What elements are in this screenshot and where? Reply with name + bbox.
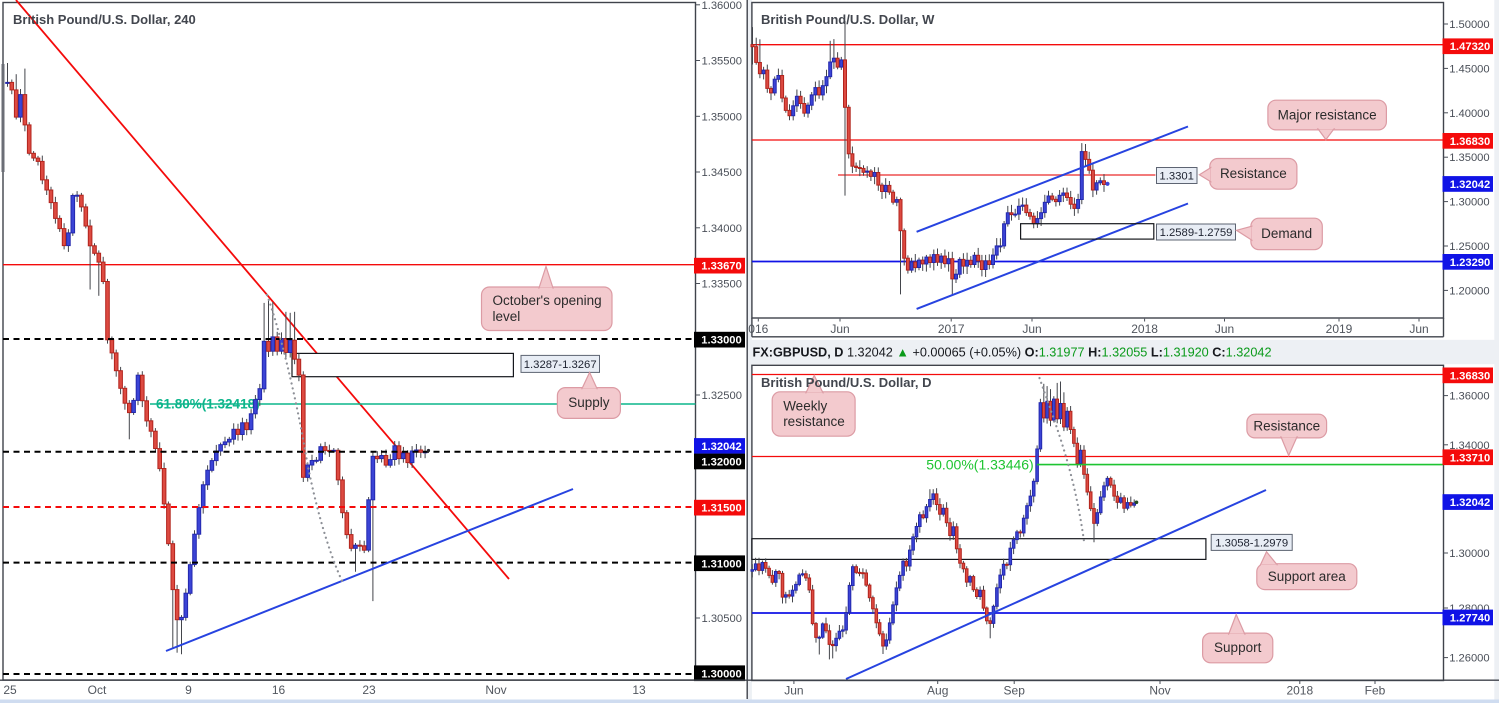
svg-text:1.40000: 1.40000 <box>1449 108 1489 120</box>
svg-text:Aug: Aug <box>927 684 948 698</box>
svg-text:16: 16 <box>272 683 286 697</box>
svg-text:1.3058-1.2979: 1.3058-1.2979 <box>1215 538 1288 550</box>
svg-text:1.35000: 1.35000 <box>702 111 742 123</box>
svg-text:1.32042: 1.32042 <box>1450 497 1490 509</box>
svg-text:1.32042: 1.32042 <box>701 441 741 453</box>
svg-text:FX:GBPUSD, D 1.32042 ▲ +0.0006: FX:GBPUSD, D 1.32042 ▲ +0.00065 (+0.05%)… <box>753 346 1272 360</box>
svg-text:Weekly: Weekly <box>783 399 827 414</box>
svg-text:1.36000: 1.36000 <box>702 0 742 12</box>
svg-text:1.36830: 1.36830 <box>1450 370 1490 382</box>
svg-text:Support area: Support area <box>1268 569 1347 584</box>
svg-text:British Pound/U.S. Dollar, D: British Pound/U.S. Dollar, D <box>761 375 931 390</box>
svg-text:Sep: Sep <box>1004 684 1026 698</box>
svg-text:Jun: Jun <box>830 322 849 336</box>
svg-text:61.80%(1.32418): 61.80%(1.32418) <box>156 397 260 412</box>
svg-text:1.26000: 1.26000 <box>1449 653 1489 665</box>
svg-text:1.34000: 1.34000 <box>1449 440 1489 452</box>
svg-text:016: 016 <box>748 322 768 336</box>
svg-text:2018: 2018 <box>1286 684 1313 698</box>
svg-text:Oct: Oct <box>88 683 107 697</box>
svg-text:Demand: Demand <box>1261 226 1312 241</box>
svg-text:Resistance: Resistance <box>1220 166 1287 181</box>
svg-text:Jun: Jun <box>1409 322 1428 336</box>
svg-text:1.23290: 1.23290 <box>1450 257 1490 269</box>
svg-text:1.36000: 1.36000 <box>1449 391 1489 403</box>
svg-text:1.32000: 1.32000 <box>701 457 741 469</box>
svg-text:Nov: Nov <box>1149 684 1170 698</box>
svg-text:1.20000: 1.20000 <box>1449 285 1489 297</box>
svg-text:Resistance: Resistance <box>1253 418 1320 433</box>
svg-text:1.32500: 1.32500 <box>702 390 742 402</box>
svg-text:2019: 2019 <box>1326 322 1353 336</box>
svg-text:British Pound/U.S. Dollar, 240: British Pound/U.S. Dollar, 240 <box>13 12 196 27</box>
svg-text:1.30000: 1.30000 <box>701 668 741 680</box>
svg-text:50.00%(1.33446): 50.00%(1.33446) <box>926 457 1033 473</box>
svg-text:13: 13 <box>632 683 646 697</box>
svg-text:Feb: Feb <box>1365 684 1386 698</box>
svg-text:23: 23 <box>362 683 376 697</box>
svg-text:1.31000: 1.31000 <box>701 558 741 570</box>
svg-text:1.33500: 1.33500 <box>702 279 742 291</box>
svg-text:1.36830: 1.36830 <box>1450 136 1490 148</box>
svg-text:Jun: Jun <box>1022 322 1041 336</box>
svg-text:1.2589-1.2759: 1.2589-1.2759 <box>1160 227 1233 239</box>
svg-text:1.25000: 1.25000 <box>1449 241 1489 253</box>
svg-text:1.30000: 1.30000 <box>1449 197 1489 209</box>
svg-text:1.30500: 1.30500 <box>702 613 742 625</box>
svg-text:British Pound/U.S. Dollar, W: British Pound/U.S. Dollar, W <box>761 12 935 27</box>
svg-text:Major resistance: Major resistance <box>1278 107 1377 122</box>
svg-text:resistance: resistance <box>783 414 845 429</box>
svg-text:1.34500: 1.34500 <box>702 167 742 179</box>
svg-text:1.27740: 1.27740 <box>1450 613 1490 625</box>
svg-text:1.50000: 1.50000 <box>1449 19 1489 31</box>
svg-text:1.3301: 1.3301 <box>1159 171 1194 183</box>
svg-text:1.30000: 1.30000 <box>1449 548 1489 560</box>
svg-text:1.35500: 1.35500 <box>702 56 742 68</box>
svg-text:2018: 2018 <box>1131 322 1158 336</box>
svg-text:1.33670: 1.33670 <box>701 261 741 273</box>
svg-text:1.47320: 1.47320 <box>1450 41 1490 53</box>
svg-text:1.45000: 1.45000 <box>1449 63 1489 75</box>
svg-text:October's opening: October's opening <box>493 293 602 308</box>
svg-text:level: level <box>493 309 521 324</box>
svg-text:Support: Support <box>1214 640 1262 655</box>
svg-text:Jun: Jun <box>1215 322 1234 336</box>
svg-text:1.32042: 1.32042 <box>1450 179 1490 191</box>
svg-text:1.31500: 1.31500 <box>701 503 741 515</box>
svg-text:1.33000: 1.33000 <box>701 335 741 347</box>
svg-text:1.33710: 1.33710 <box>1450 452 1490 464</box>
svg-text:1.3287-1.3267: 1.3287-1.3267 <box>524 359 597 371</box>
svg-text:Jun: Jun <box>784 684 803 698</box>
svg-text:25: 25 <box>3 683 17 697</box>
svg-text:1.35000: 1.35000 <box>1449 152 1489 164</box>
svg-text:2017: 2017 <box>938 322 965 336</box>
svg-text:9: 9 <box>185 683 192 697</box>
svg-text:Supply: Supply <box>568 395 610 410</box>
svg-text:1.34000: 1.34000 <box>702 223 742 235</box>
svg-text:Nov: Nov <box>485 683 506 697</box>
